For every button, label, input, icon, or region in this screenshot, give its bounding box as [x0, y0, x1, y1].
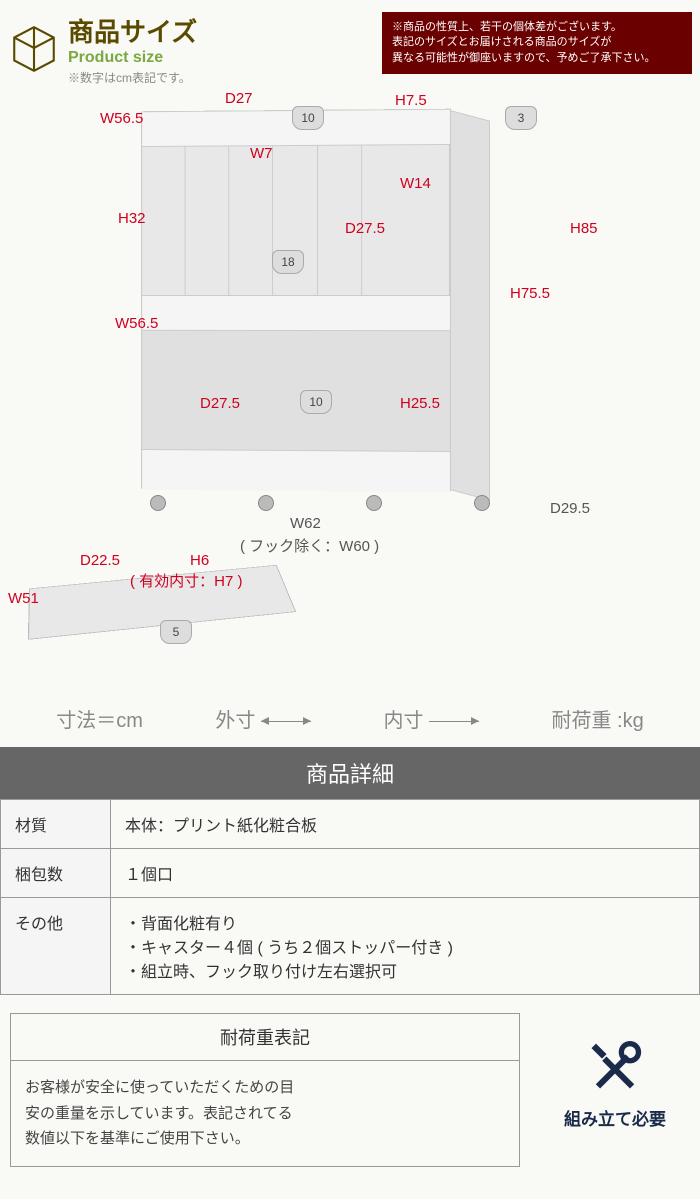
material-value: 本体：プリント紙化粧合板 — [111, 800, 700, 849]
warning-box: ※商品の性質上、若干の個体差がございます。 表記のサイズとお届けされる商品のサイ… — [382, 12, 692, 74]
cube-icon — [8, 23, 60, 75]
other-label: その他 — [1, 898, 111, 995]
dim-H32: H32 — [118, 210, 146, 227]
dim-W56-5: W56.5 — [100, 110, 143, 127]
title-jp: 商品サイズ — [68, 12, 197, 49]
package-value: １個口 — [111, 849, 700, 898]
details-table: 材質 本体：プリント紙化粧合板 梱包数 １個口 その他 背面化粧有り キャスター… — [0, 799, 700, 995]
dim-D29-5: D29.5 — [550, 500, 590, 517]
title-en: Product size — [68, 49, 197, 67]
casters — [150, 495, 490, 515]
cabinet-side — [450, 110, 490, 501]
dim-drawer-W51: W51 — [8, 590, 39, 607]
diagram-area: D27 W56.5 H7.5 W7 W14 H32 D27.5 W56.5 H8… — [0, 90, 700, 690]
arrow-both-icon — [261, 721, 311, 722]
dim-hook-note: ( フック除く：W60 ) — [240, 535, 379, 556]
dim-W7: W7 — [250, 145, 273, 162]
load-text: お客様が安全に使っていただくための目 安の重量を示しています。表記されてる 数値… — [11, 1061, 519, 1166]
weight-side: 3 — [505, 106, 537, 130]
legend-inner: 内寸 — [383, 710, 423, 732]
weight-bottom: 10 — [300, 390, 332, 414]
dim-H85: H85 — [570, 220, 598, 237]
assembly-block: 組み立て必要 — [540, 1013, 690, 1130]
legend-load-unit: 耐荷重 :kg — [551, 704, 643, 733]
weight-top: 10 — [292, 106, 324, 130]
legend-row: 寸法＝cm 外寸 内寸 耐荷重 :kg — [0, 690, 700, 747]
weight-drawer: 5 — [160, 620, 192, 644]
title-note: ※数字はcm表記です。 — [68, 69, 197, 86]
cabinet-schematic — [141, 109, 451, 492]
details-title: 商品詳細 — [0, 747, 700, 799]
assembly-label: 組み立て必要 — [564, 1105, 666, 1130]
table-row: その他 背面化粧有り キャスター４個 ( うち２個ストッパー付き ) 組立時、フ… — [1, 898, 700, 995]
other-item: 組立時、フック取り付け左右選択可 — [125, 958, 685, 982]
warning-line: 表記のサイズとお届けされる商品のサイズが — [392, 35, 682, 50]
load-box: 耐荷重表記 お客様が安全に使っていただくための目 安の重量を示しています。表記さ… — [10, 1013, 520, 1167]
title-block: 商品サイズ Product size ※数字はcm表記です。 — [8, 12, 197, 86]
dim-D27-5: D27.5 — [345, 220, 385, 237]
bottom-row: 耐荷重表記 お客様が安全に使っていただくための目 安の重量を示しています。表記さ… — [0, 995, 700, 1191]
dim-W56-5b: W56.5 — [115, 315, 158, 332]
arrow-right-icon — [429, 721, 479, 722]
warning-line: ※商品の性質上、若干の個体差がございます。 — [392, 20, 682, 35]
dim-W14: W14 — [400, 175, 431, 192]
material-label: 材質 — [1, 800, 111, 849]
dim-H75-5: H75.5 — [510, 285, 550, 302]
legend-dim-unit: 寸法＝cm — [56, 704, 143, 733]
dim-D27: D27 — [225, 90, 253, 107]
table-row: 材質 本体：プリント紙化粧合板 — [1, 800, 700, 849]
dim-drawer-eff: ( 有効内寸：H7 ) — [130, 570, 243, 591]
load-title: 耐荷重表記 — [11, 1014, 519, 1061]
tools-icon — [583, 1033, 647, 1097]
package-label: 梱包数 — [1, 849, 111, 898]
table-row: 梱包数 １個口 — [1, 849, 700, 898]
dim-drawer-D22-5: D22.5 — [80, 552, 120, 569]
dim-drawer-H6: H6 — [190, 552, 209, 569]
warning-line: 異なる可能性が御座いますので、予めご了承下さい。 — [392, 51, 682, 66]
dim-H7-5: H7.5 — [395, 92, 427, 109]
other-item: 背面化粧有り — [125, 910, 685, 934]
header: 商品サイズ Product size ※数字はcm表記です。 ※商品の性質上、若… — [0, 0, 700, 90]
dim-D27-5b: D27.5 — [200, 395, 240, 412]
dim-H25-5: H25.5 — [400, 395, 440, 412]
other-item: キャスター４個 ( うち２個ストッパー付き ) — [125, 934, 685, 958]
dim-W62: W62 — [290, 515, 321, 532]
legend-outer: 外寸 — [215, 710, 255, 732]
weight-mid: 18 — [272, 250, 304, 274]
